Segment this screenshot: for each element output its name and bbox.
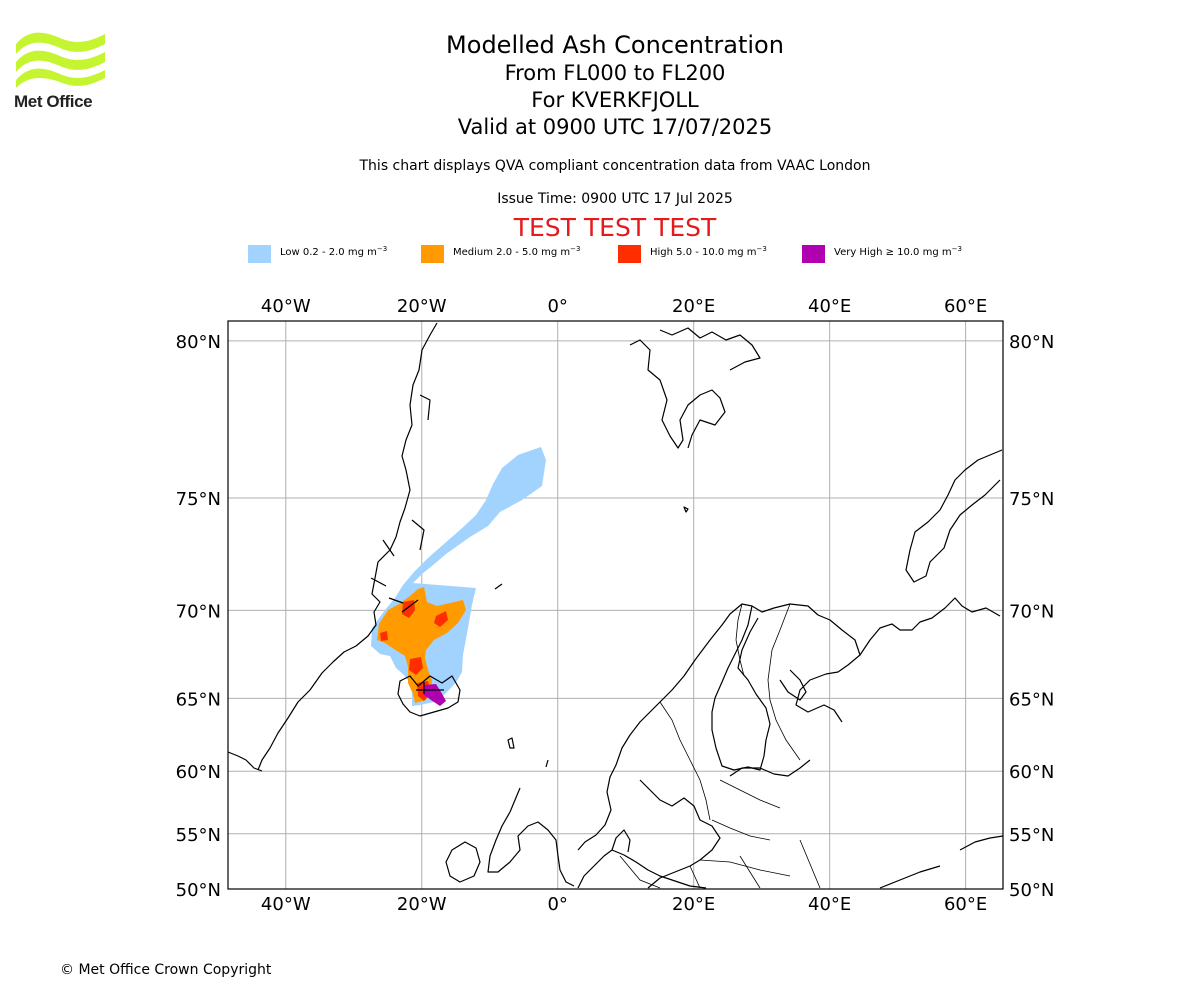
border-norway-sweden: [659, 701, 711, 821]
lon-tick-label-top: 20°W: [397, 296, 447, 317]
lon-tick-label-top: 0°: [547, 296, 567, 317]
coastline-russia-north: [859, 597, 1001, 656]
coastline-iceland: [397, 675, 461, 717]
legend-unit-exponent: −3: [570, 245, 581, 253]
legend-swatch-low: [248, 245, 271, 263]
chart-title: Modelled Ash Concentration: [446, 31, 784, 59]
legend-swatch-high: [618, 245, 641, 263]
coastline-greenland-south: [227, 751, 263, 772]
legend-label-medium: Medium 2.0 - 5.0 mg m: [453, 247, 571, 258]
lat-tick-label-left: 70°N: [176, 601, 221, 622]
lat-tick-label-right: 50°N: [1009, 880, 1054, 901]
lat-tick-label-left: 80°N: [176, 332, 221, 353]
graticule: [228, 321, 1003, 890]
map-frame: [227, 320, 1004, 890]
lat-tick-label-right: 55°N: [1009, 825, 1054, 846]
coastline-white-sea: [779, 669, 807, 701]
coastline-north-europe: [577, 849, 707, 889]
legend-label-high: High 5.0 - 10.0 mg m: [650, 247, 757, 258]
valid-time: Valid at 0900 UTC 17/07/2025: [457, 115, 773, 139]
chart-title-block: Modelled Ash Concentration From FL000 to…: [315, 30, 915, 141]
coastline-ireland: [445, 841, 481, 883]
legend-swatch-medium: [421, 245, 444, 263]
lon-tick-label-bottom: 40°W: [261, 894, 311, 915]
lat-tick-label-left: 75°N: [176, 489, 221, 510]
lat-tick-label-left: 60°N: [176, 762, 221, 783]
lon-tick-label-bottom: 60°E: [944, 894, 987, 915]
lon-tick-label-bottom: 40°E: [808, 894, 851, 915]
ash-plume-low: [371, 447, 546, 706]
volcano-name: For KVERKFJOLL: [531, 88, 699, 112]
met-office-wave-icon: [16, 32, 105, 88]
lat-tick-label-left: 65°N: [176, 689, 221, 710]
copyright-notice: © Met Office Crown Copyright: [60, 962, 272, 978]
lon-tick-label-top: 40°E: [808, 296, 851, 317]
lat-tick-label-left: 50°N: [176, 880, 221, 901]
coastline-scandinavia: [545, 603, 861, 851]
met-office-logo: Met Office: [14, 30, 110, 112]
coastline-bjornoya: [683, 506, 689, 513]
coastlines: [227, 322, 1004, 889]
coastline-svalbard-west: [629, 339, 726, 449]
coastline-uk-ireland: [487, 787, 575, 887]
axis-tick-labels: 40°W 40°W 20°W 20°W 0° 0° 20°E 20°E 40°E 40°E 60°E…: [176, 296, 1055, 915]
test-banner: TEST TEST TEST: [513, 213, 717, 242]
lon-tick-label-top: 40°W: [261, 296, 311, 317]
coastline-greenland-fjords: [370, 394, 431, 613]
coastline-jan-mayen: [494, 583, 503, 590]
lat-tick-label-right: 70°N: [1009, 601, 1054, 622]
chart-description: This chart displays QVA compliant concen…: [359, 158, 871, 174]
ash-high-patch-2: [434, 611, 448, 627]
flight-level-range: From FL000 to FL200: [504, 61, 726, 85]
lat-tick-label-left: 55°N: [176, 825, 221, 846]
ash-high-patch-3: [380, 631, 388, 641]
legend-unit-exponent: −3: [951, 245, 962, 253]
lon-tick-label-bottom: 0°: [547, 894, 567, 915]
lon-tick-label-bottom: 20°E: [672, 894, 715, 915]
coastline-gulf-of-bothnia: [711, 605, 771, 771]
country-borders: [619, 603, 821, 889]
coastline-denmark: [611, 829, 631, 853]
coastline-iceland-inner: [416, 682, 444, 694]
coastline-svalbard-north: [659, 327, 761, 371]
lat-tick-label-right: 60°N: [1009, 762, 1054, 783]
lat-tick-label-right: 80°N: [1009, 332, 1054, 353]
legend-label-low: Low 0.2 - 2.0 mg m: [280, 247, 377, 258]
coastline-novaya-zemlya: [905, 449, 1003, 583]
border-sweden-finland: [735, 603, 745, 677]
coastline-greenland-east: [257, 322, 438, 771]
legend-unit-exponent: −3: [756, 245, 767, 253]
border-central-europe: [619, 839, 821, 889]
legend-swatch-very-high: [802, 245, 825, 263]
lon-tick-label-top: 20°E: [672, 296, 715, 317]
coastline-faroes: [507, 737, 515, 749]
lon-tick-label-top: 60°E: [944, 296, 987, 317]
border-finland-russia: [767, 603, 801, 761]
lat-tick-label-right: 75°N: [1009, 489, 1054, 510]
ash-low-layer: [371, 447, 546, 706]
coastline-russia-northeast: [879, 835, 1004, 889]
legend-label-very-high: Very High ≥ 10.0 mg m: [834, 247, 952, 258]
issue-time: Issue Time: 0900 UTC 17 Jul 2025: [497, 191, 733, 207]
legend-unit-exponent: −3: [376, 245, 388, 253]
coastline-baltic: [639, 779, 721, 889]
lon-tick-label-bottom: 20°W: [397, 894, 447, 915]
ash-high-patch-4: [409, 657, 423, 675]
coastline-gulf-of-finland: [729, 759, 811, 777]
border-baltics: [699, 779, 791, 877]
concentration-legend: Low 0.2 - 2.0 mg m−3 Medium 2.0 - 5.0 mg…: [0, 244, 1200, 264]
logo-text: Met Office: [14, 92, 93, 111]
lat-tick-label-right: 65°N: [1009, 689, 1054, 710]
